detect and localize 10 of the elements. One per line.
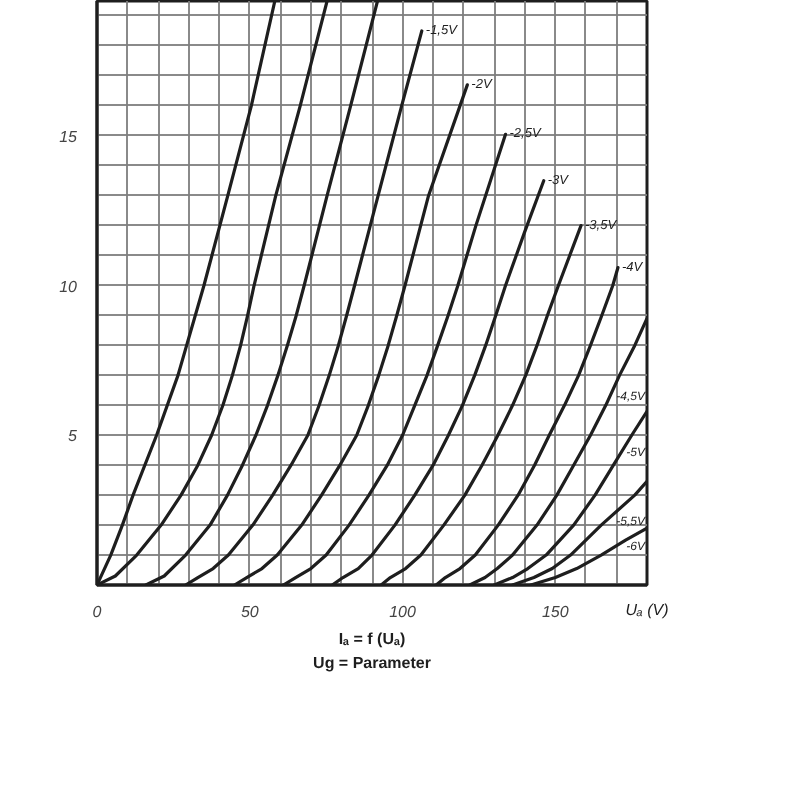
text: Iₐ = f (Uₐ) bbox=[338, 630, 407, 648]
x-axis-title: Uₐ (V) bbox=[625, 601, 670, 619]
x-tick-label: 100 bbox=[389, 603, 417, 621]
text: Ug = Parameter bbox=[313, 654, 431, 672]
y-tick-label: 10 bbox=[59, 277, 79, 296]
x-tick-label: 150 bbox=[541, 603, 570, 621]
y-tick-label: 5 bbox=[68, 427, 79, 446]
x-tick-label: 50 bbox=[240, 603, 260, 621]
x-tick-label: 0 bbox=[92, 603, 103, 621]
y-tick-label: 15 bbox=[59, 127, 79, 146]
